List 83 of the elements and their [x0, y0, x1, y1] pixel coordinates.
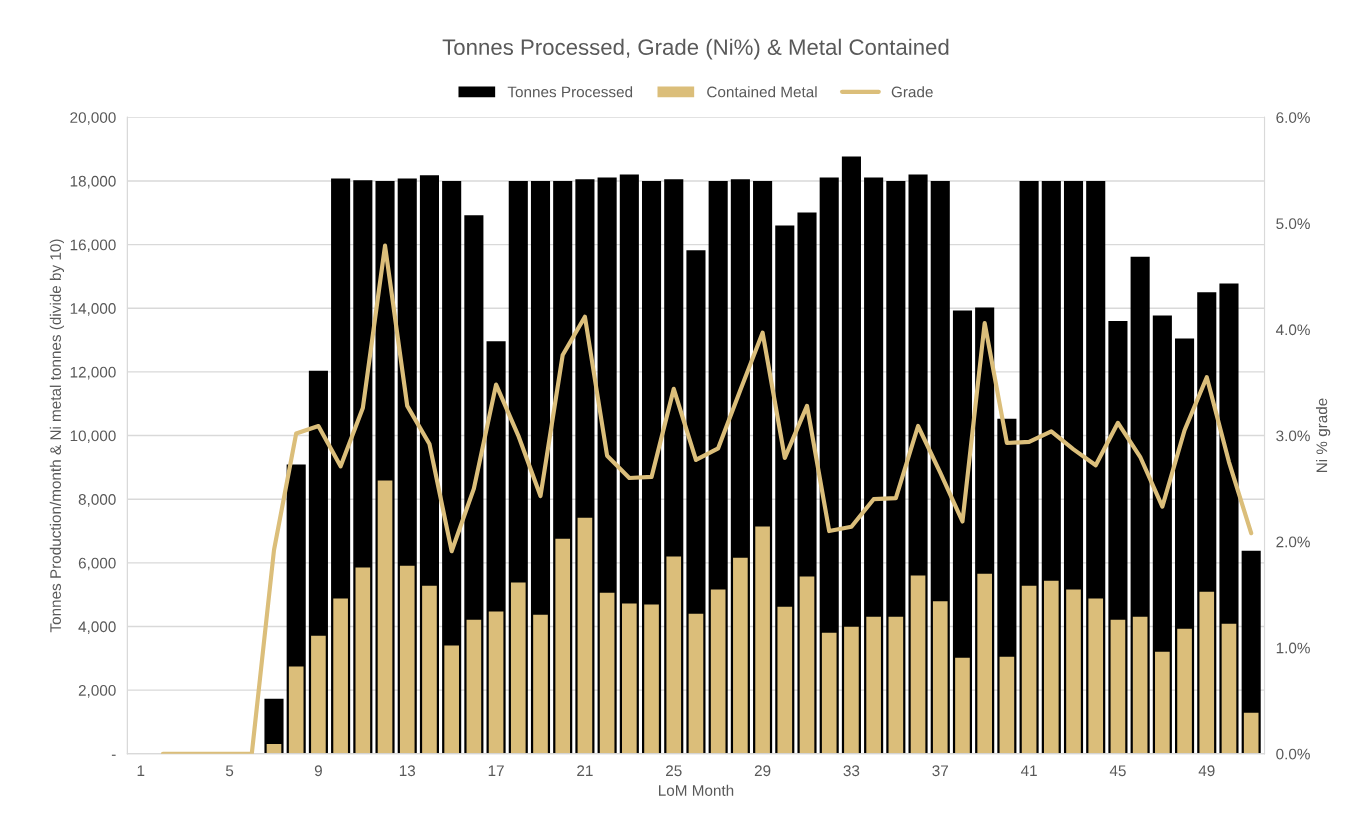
bar [599, 592, 615, 754]
bar [1088, 598, 1104, 754]
x-tick-label: 17 [488, 765, 504, 776]
y2-tick-label: 6.0% [1276, 112, 1310, 123]
bar [1221, 623, 1237, 754]
bar [777, 606, 793, 754]
y-tick-label: 12,000 [70, 366, 116, 380]
x-tick-label: 9 [314, 765, 322, 777]
y-tick-label: 18,000 [70, 175, 116, 189]
bar [644, 604, 659, 754]
bar [422, 585, 437, 754]
y-tick-label: 8,000 [78, 494, 116, 507]
legend-label: Contained Metal [707, 86, 817, 98]
y2-tick-label: 0.0% [1276, 748, 1310, 760]
x-tick-label: 45 [1109, 765, 1126, 777]
bar [488, 611, 504, 754]
x-tick-label: 25 [666, 765, 682, 777]
bar [1243, 712, 1259, 754]
y-tick-label: - [111, 754, 116, 756]
y2-tick-label: 3.0% [1276, 430, 1310, 442]
y-axis-title: Tonnes Production/month & Ni metal tonnes (divide by 10) [49, 239, 65, 633]
x-tick-label: 13 [399, 765, 416, 777]
bar [1177, 628, 1192, 754]
x-tick-label: 1 [137, 765, 145, 776]
y2-tick-label: 5.0% [1276, 218, 1310, 230]
y-tick-label: 10,000 [70, 430, 116, 444]
y-tick-label: 14,000 [70, 303, 116, 316]
y-tick-label: 20,000 [70, 112, 116, 125]
y-tick-label: 16,000 [70, 239, 116, 253]
bar [555, 538, 571, 754]
bar [977, 573, 993, 754]
y2-tick-label: 2.0% [1276, 536, 1310, 548]
bar [666, 556, 682, 754]
bar [755, 526, 770, 754]
bar [399, 565, 415, 754]
x-tick-label: 5 [225, 765, 234, 777]
y2-tick-label: 4.0% [1275, 324, 1310, 336]
y2-tick-label: 1.0% [1276, 642, 1310, 654]
line-series [160, 243, 1254, 754]
bar [999, 656, 1015, 754]
y-tick-label: 4,000 [78, 621, 116, 634]
x-tick-label: 49 [1198, 765, 1215, 777]
x-tick-label: 33 [843, 765, 860, 777]
bar [622, 603, 637, 754]
y-tick-label: 6,000 [78, 557, 116, 571]
y-tick-label: 2,000 [78, 685, 116, 698]
bar [821, 632, 837, 754]
bar [844, 626, 859, 754]
y2-axis-title: Ni % grade [1316, 398, 1331, 473]
bar [799, 576, 815, 754]
bar [710, 589, 726, 754]
bar [910, 575, 926, 754]
x-tick-label: 37 [932, 765, 948, 777]
bar [577, 517, 593, 754]
bar [688, 613, 704, 754]
bar [533, 614, 548, 754]
legend-label: Grade [891, 86, 933, 98]
bar [377, 480, 393, 754]
bar [288, 666, 304, 754]
bar [866, 616, 881, 754]
x-tick-label: 29 [754, 765, 771, 777]
x-tick-label: 41 [1020, 765, 1037, 776]
bar [1021, 585, 1037, 754]
bar [311, 635, 326, 754]
bar [466, 619, 482, 754]
bar [955, 657, 970, 754]
x-tick-label: 21 [577, 765, 593, 776]
bar [1043, 580, 1059, 754]
chart-title: Tonnes Processed, Grade (Ni%) & Metal Contained [442, 38, 949, 60]
bar [355, 567, 371, 754]
bar [444, 645, 459, 754]
bar [733, 557, 748, 754]
bar [510, 582, 526, 754]
bar [932, 601, 948, 754]
bar [1066, 589, 1081, 754]
bar [1110, 619, 1126, 754]
bar [1132, 616, 1148, 754]
x-axis-title: LoM Month [659, 784, 734, 796]
bar [333, 598, 348, 754]
bar [1155, 651, 1170, 754]
bar [888, 616, 904, 754]
bar [1199, 591, 1215, 754]
legend-label: Tonnes Processed [507, 86, 633, 98]
